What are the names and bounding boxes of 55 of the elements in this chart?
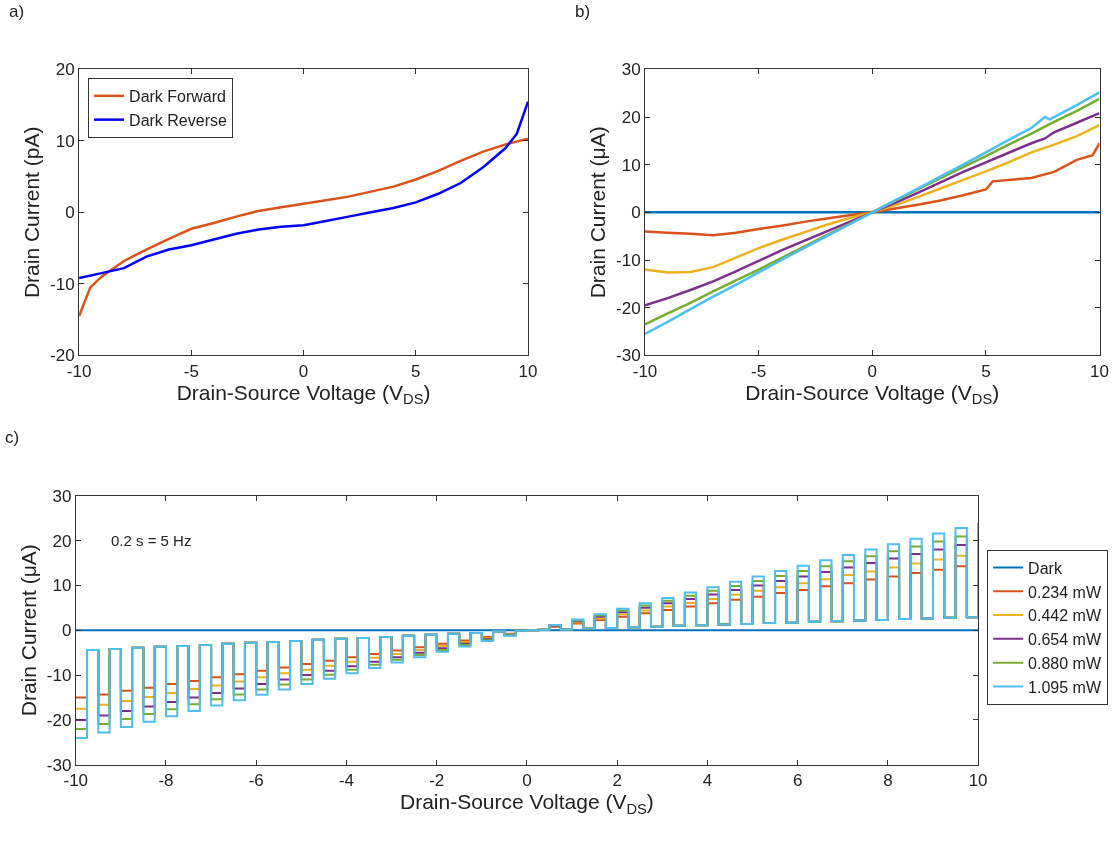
y-axis-title: Drain Current (pA) [20, 126, 44, 299]
x-tick-label: -2 [429, 771, 445, 791]
x-tick-label: 10 [1090, 361, 1109, 381]
x-tick-label: 0 [522, 771, 532, 791]
x-tick-label: -5 [751, 361, 767, 381]
y-tick-label: -10 [50, 274, 75, 294]
x-tick-label: 0 [298, 361, 309, 381]
x-tick-label: -4 [338, 771, 355, 791]
legend-label: Dark [1028, 559, 1063, 577]
annotation: 0.2 s = 5 Hz [111, 532, 192, 549]
x-tick-label: 10 [518, 361, 538, 381]
x-tick-label: -8 [158, 771, 174, 791]
x-tick-label: 6 [792, 771, 803, 791]
y-tick-label: 0 [61, 621, 72, 641]
x-tick-label: 2 [612, 771, 622, 791]
x-tick-label: 0 [867, 361, 877, 381]
chart-title: b) [575, 2, 591, 21]
chart-title: c) [5, 428, 20, 447]
y-tick-label: 0 [631, 203, 641, 223]
legend-label: Dark Forward [129, 88, 226, 106]
legend-label: 0.234 mW [1028, 583, 1102, 601]
y-axis-title: Drain Current (μA) [16, 544, 40, 717]
y-tick-label: 10 [621, 155, 641, 175]
y-tick-label: -20 [46, 710, 72, 730]
legend-label: 1.095 mW [1028, 678, 1102, 696]
y-tick-label: 20 [52, 531, 72, 551]
y-tick-label: 20 [55, 60, 75, 80]
legend-label: Dark Reverse [129, 111, 227, 129]
y-tick-label: -20 [616, 298, 641, 318]
x-axis-title: Drain-Source Voltage (V$_{DS}$) [745, 380, 1000, 408]
chart-title: a) [9, 2, 25, 21]
x-tick-label: -6 [248, 771, 264, 791]
x-tick-label: -5 [183, 361, 199, 381]
y-tick-label: 20 [621, 107, 641, 127]
x-tick-label: 8 [883, 771, 893, 791]
y-tick-label: -20 [50, 346, 75, 366]
x-axis-title: Drain-Source Voltage (V$_{DS}$) [399, 790, 654, 817]
x-axis-title: Drain-Source Voltage (V$_{DS}$) [176, 380, 431, 408]
y-tick-label: 30 [52, 486, 72, 506]
y-tick-label: -30 [46, 755, 72, 775]
x-tick-label: 4 [702, 771, 713, 791]
x-tick-label: 10 [968, 771, 988, 791]
x-tick-label: 5 [411, 361, 421, 381]
y-tick-label: 10 [55, 131, 75, 151]
y-axis-title: Drain Current (μA) [586, 126, 610, 299]
legend-label: 0.442 mW [1028, 607, 1102, 625]
legend-label: 0.880 mW [1028, 654, 1102, 672]
y-tick-label: -30 [616, 346, 641, 366]
legend-label: 0.654 mW [1028, 631, 1102, 649]
y-tick-label: 10 [52, 576, 72, 596]
y-tick-label: -10 [46, 666, 72, 686]
x-tick-label: 5 [981, 361, 991, 381]
y-tick-label: 0 [65, 203, 75, 223]
y-tick-label: -10 [616, 250, 641, 270]
y-tick-label: 30 [621, 60, 641, 80]
